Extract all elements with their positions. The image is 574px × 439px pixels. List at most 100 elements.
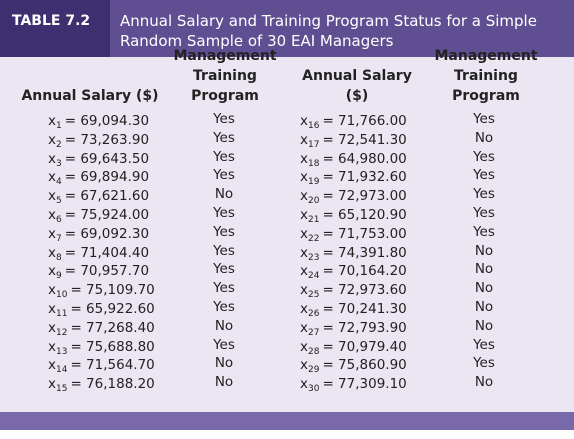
salary-cell: x7 = 69,092.30 [48,225,149,248]
salary-cell: x16 = 71,766.00 [300,112,407,135]
status-cell: Yes [213,129,235,146]
salary-value: = 64,980.00 [322,150,407,167]
salary-cell: x24 = 70,164.20 [300,262,407,285]
salary-cell: x10 = 75,109.70 [48,281,155,304]
salary-value: = 72,973.60 [322,282,407,299]
variable: x [300,282,308,299]
subscript: 20 [308,196,320,207]
status-cell: Yes [213,242,235,259]
subscript: 19 [308,177,320,188]
salary-cell: x26 = 70,241.30 [300,300,407,323]
status-cell: No [214,317,234,334]
subscript: 30 [308,384,320,395]
salary-cell: x17 = 72,541.30 [300,131,407,154]
subscript: 18 [308,158,320,169]
salary-value: = 70,979.40 [322,338,407,355]
status-cell: Yes [213,336,235,353]
subscript: 1 [56,121,62,131]
salary-cell: x29 = 75,860.90 [300,356,407,379]
salary-value: = 75,688.80 [70,338,155,355]
salary-cell: x25 = 72,973.60 [300,281,407,304]
salary-value: = 71,932.60 [322,169,407,186]
salary-value: = 69,092.30 [64,225,150,242]
variable: x [300,169,308,186]
status-cell: No [474,129,494,146]
salary-value: = 77,309.10 [322,376,407,393]
variable: x [48,263,56,280]
status-cell: Yes [213,261,235,278]
salary-cell: x12 = 77,268.40 [48,319,155,342]
salary-value: = 69,094.30 [64,113,150,129]
status-cell: No [474,261,494,278]
salary-value: = 76,188.20 [70,376,155,393]
column-header: Annual Salary ($) [302,68,412,104]
subscript: 12 [56,327,68,338]
salary-cell: x19 = 71,932.60 [300,168,407,191]
variable: x [300,319,308,336]
salary-value: = 72,973.00 [322,188,407,205]
status-cell: Yes [473,355,495,372]
variable: x [300,376,308,393]
salary-value: = 70,957.70 [64,263,150,280]
variable: x [48,169,56,186]
subscript: 28 [308,346,320,357]
salary-cell: x5 = 67,621.60 [48,187,149,210]
variable: x [48,319,56,336]
status-cell: Yes [473,186,495,203]
subscript: 24 [308,271,320,282]
status-cell: Yes [213,223,235,240]
subscript: 27 [308,327,320,338]
variable: x [48,131,56,148]
salary-cell: x6 = 75,924.00 [48,206,149,229]
variable: x [300,301,308,317]
subscript: 3 [56,158,62,169]
subscript: 7 [56,233,62,244]
salary-cell: x21 = 65,120.90 [300,206,407,229]
salary-value: = 70,241.30 [322,301,407,317]
variable: x [300,188,308,205]
salary-cell: x27 = 72,793.90 [300,319,407,342]
status-cell: No [474,242,494,259]
salary-value: = 70,164.20 [322,263,407,280]
variable: x [48,376,56,393]
variable: x [48,338,56,355]
status-cell: Yes [473,111,495,127]
subscript: 4 [56,177,62,188]
salary-cell: x13 = 75,688.80 [48,338,155,361]
variable: x [300,263,308,280]
variable: x [300,113,308,129]
salary-cell: x9 = 70,957.70 [48,262,149,285]
salary-value: = 75,924.00 [64,207,150,223]
subscript: 6 [56,215,62,225]
salary-cell: x22 = 71,753.00 [300,225,407,248]
salary-cell: x1 = 69,094.30 [48,112,149,135]
salary-value: = 69,643.50 [64,150,150,167]
subscript: 5 [56,196,62,207]
subscript: 21 [308,215,320,225]
salary-value: = 74,391.80 [322,244,407,261]
variable: x [48,207,56,223]
subscript: 22 [308,233,320,244]
salary-value: = 71,766.00 [322,113,407,129]
table-title: Annual Salary and Training Program Statu… [120,12,537,50]
variable: x [48,225,56,242]
subscript: 14 [56,365,68,376]
status-cell: No [474,299,494,315]
subscript: 23 [308,252,320,263]
column-header: Management Training Program [434,48,538,104]
variable: x [300,131,308,148]
status-cell: Yes [473,223,495,240]
variable: x [48,357,56,374]
subscript: 11 [56,309,68,319]
salary-cell: x11 = 65,922.60 [48,300,155,323]
variable: x [48,301,56,317]
salary-cell: x18 = 64,980.00 [300,150,407,173]
salary-cell: x28 = 70,979.40 [300,338,407,361]
status-cell: Yes [213,299,235,315]
salary-cell: x8 = 71,404.40 [48,244,149,267]
salary-value: = 69,894.90 [64,169,150,186]
footer-bar [0,412,574,430]
subscript: 16 [308,121,320,131]
variable: x [48,244,56,261]
